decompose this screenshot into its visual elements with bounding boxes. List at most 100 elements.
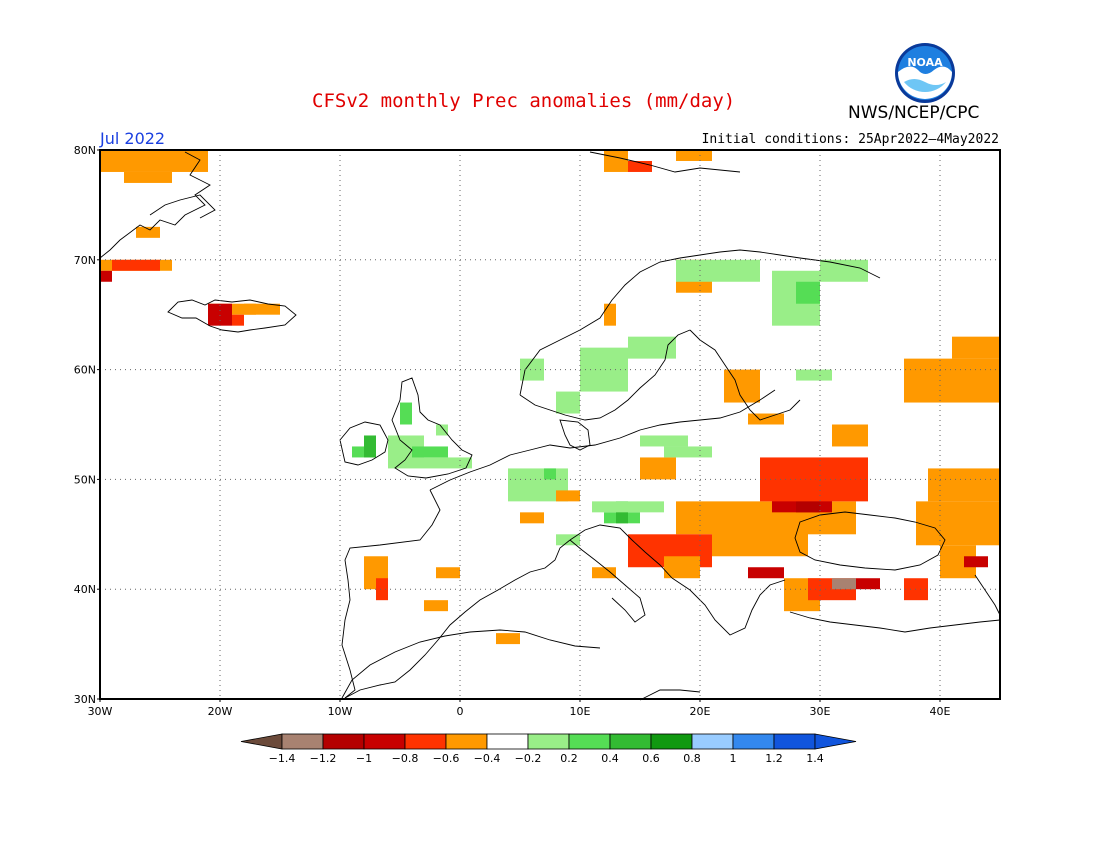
lon-tick-label: 20W: [208, 705, 233, 718]
lat-tick-label: 40N: [74, 583, 96, 596]
colorbar-segment: [773, 733, 816, 750]
colorbar-segment: [281, 733, 324, 750]
anomaly-cell: [592, 567, 616, 579]
colorbar-segment: [650, 733, 693, 750]
colorbar-label: −0.8: [392, 752, 419, 765]
colorbar-segment: [322, 733, 365, 750]
noaa-logo: NOAA: [895, 43, 955, 103]
colorbar: −1.4 −1.2 −1 −0.8 −0.6 −0.4 −0.2 0.2 0.4 0.6 0.8 1 1…: [240, 733, 857, 765]
anomaly-cell: [760, 457, 868, 502]
anomaly-cell: [436, 424, 448, 436]
anomaly-cell: [664, 556, 700, 579]
logo-text: NOAA: [907, 56, 943, 69]
anomaly-cell: [796, 369, 832, 381]
anomaly-cell: [664, 446, 712, 458]
anomaly-cell: [724, 369, 760, 403]
anomaly-cell: [520, 512, 544, 524]
anomaly-cell: [628, 336, 676, 359]
anomaly-cell: [832, 424, 868, 447]
anomaly-cell: [904, 358, 1000, 403]
lon-tick-label: 20E: [690, 705, 711, 718]
colorbar-label: 0.8: [683, 752, 701, 765]
anomaly-cell: [748, 413, 784, 425]
anomaly-cell: [424, 600, 448, 612]
anomaly-cell: [916, 501, 1000, 546]
colorbar-segment: [568, 733, 611, 750]
anomaly-cell: [364, 435, 376, 458]
lat-tick-label: 80N: [74, 144, 96, 157]
colorbar-label: −0.6: [433, 752, 460, 765]
colorbar-segment: [527, 733, 570, 750]
anomaly-cell: [628, 160, 652, 172]
lon-tick-label: 30E: [810, 705, 831, 718]
anomaly-cell: [964, 556, 988, 568]
anomaly-cell: [556, 534, 580, 546]
anomaly-cell: [436, 567, 460, 579]
anomaly-cell: [100, 270, 112, 282]
anomaly-cell: [856, 578, 880, 590]
anomaly-cell: [604, 303, 616, 326]
anomaly-cell: [496, 633, 520, 645]
anomaly-cell: [592, 501, 664, 513]
anomaly-cell: [556, 391, 580, 414]
anomaly-cell: [520, 358, 544, 381]
anomaly-cell: [100, 150, 208, 172]
anomaly-cell: [544, 468, 556, 480]
colorbar-label: 1: [730, 752, 737, 765]
anomaly-cell: [124, 171, 172, 183]
anomaly-cell: [676, 259, 760, 282]
anomaly-cell: [952, 336, 1000, 359]
anomaly-cell: [400, 402, 412, 425]
colorbar-low-arrow: [240, 733, 283, 750]
initial-conditions: Initial conditions: 25Apr2022–4May2022: [701, 132, 999, 147]
anomaly-cell: [640, 457, 676, 480]
axis-labels: 30N 40N 50N 60N 70N 80N 30W 20W 10W 0 10E 20E 30E 40E: [74, 144, 951, 718]
colorbar-label: −1.2: [310, 752, 337, 765]
colorbar-label: −0.4: [474, 752, 501, 765]
colorbar-segment: [486, 733, 529, 750]
anomaly-cell: [244, 303, 280, 315]
lon-tick-label: 40E: [930, 705, 951, 718]
anomaly-cell: [604, 150, 628, 172]
anomaly-cell: [376, 578, 388, 601]
colorbar-label: −1.4: [269, 752, 296, 765]
anomaly-cell: [112, 259, 160, 271]
anomaly-cell: [712, 523, 808, 557]
lon-tick-label: 30W: [88, 705, 113, 718]
colorbar-high-arrow: [814, 733, 857, 750]
anomaly-cell: [412, 446, 448, 458]
colorbar-segment: [363, 733, 406, 750]
anomaly-cell: [424, 457, 472, 469]
lat-tick-label: 70N: [74, 254, 96, 267]
colorbar-label: 0.4: [601, 752, 619, 765]
anomaly-cell: [796, 281, 820, 304]
anomaly-cells: [100, 150, 1000, 645]
anomaly-cell: [136, 226, 160, 238]
map-frame: [99, 149, 1001, 700]
map-title: CFSv2 monthly Prec anomalies (mm/day): [312, 90, 736, 112]
colorbar-segment: [404, 733, 447, 750]
anomaly-cell: [232, 314, 244, 326]
colorbar-label: 1.2: [765, 752, 783, 765]
agency-label: NWS/NCEP/CPC: [848, 103, 980, 123]
anomaly-cell: [640, 435, 688, 447]
anomaly-cell: [556, 490, 580, 502]
graticule: [100, 150, 1000, 699]
lon-tick-label: 10W: [328, 705, 353, 718]
lat-tick-label: 50N: [74, 473, 96, 486]
colorbar-segment: [445, 733, 488, 750]
anomaly-cell: [832, 578, 856, 590]
colorbar-label: 0.2: [560, 752, 578, 765]
lon-tick-label: 0: [457, 705, 464, 718]
colorbar-label: 0.6: [642, 752, 660, 765]
colorbar-label: −0.2: [515, 752, 542, 765]
anomaly-cell: [820, 259, 868, 282]
anomaly-cell: [748, 567, 784, 579]
lon-tick-label: 10E: [570, 705, 591, 718]
lat-tick-label: 30N: [74, 693, 96, 706]
colorbar-segment: [732, 733, 775, 750]
colorbar-segment: [609, 733, 652, 750]
colorbar-segment: [691, 733, 734, 750]
colorbar-label: −1: [356, 752, 372, 765]
